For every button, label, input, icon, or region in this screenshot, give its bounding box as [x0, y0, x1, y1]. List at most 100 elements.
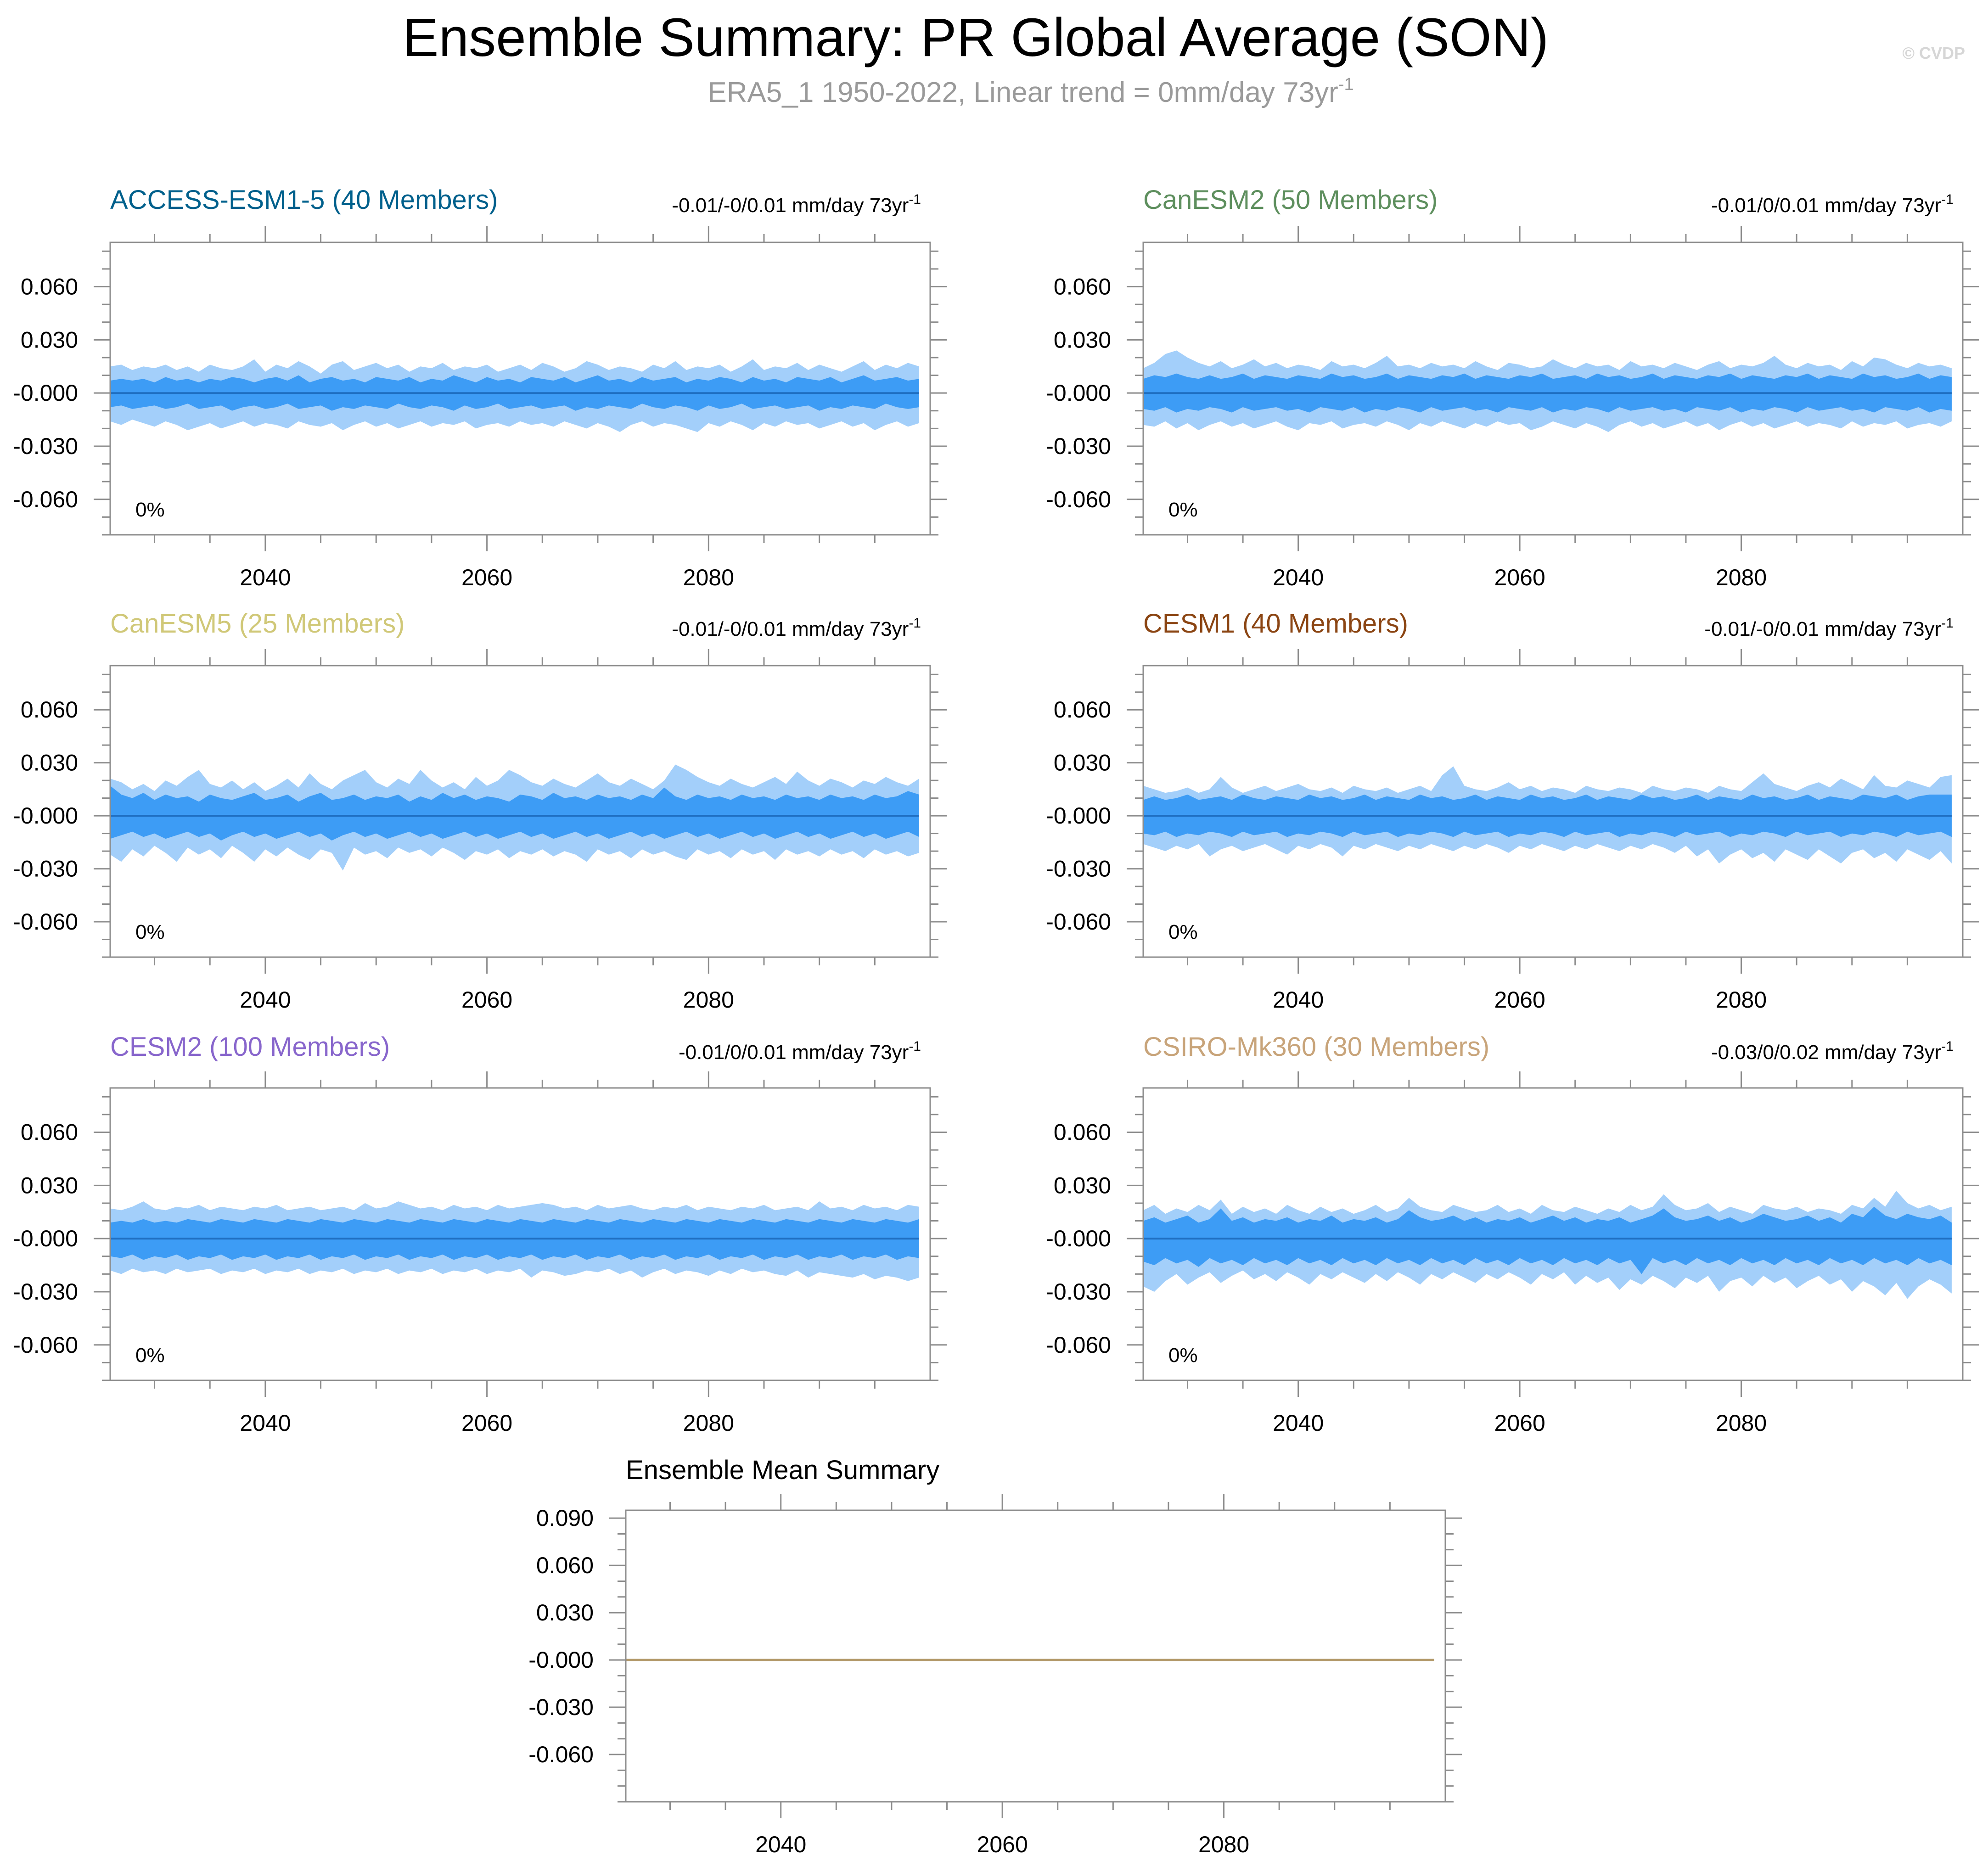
- x-tick-label-canesm5: 2040: [240, 987, 291, 1013]
- x-tick-label-canesm2: 2080: [1716, 565, 1767, 590]
- trend-text-cesm1: -0.01/-0/0.01 mm/day 73yr: [1704, 618, 1941, 640]
- percent-label-cesm2: 0%: [135, 1344, 165, 1367]
- y-tick-label-canesm5: 0.060: [21, 697, 78, 723]
- x-tick-label-mean: 2060: [977, 1832, 1028, 1857]
- y-tick-label-cesm2: -0.030: [13, 1279, 78, 1305]
- y-tick-label-canesm2: 0.060: [1054, 274, 1111, 300]
- panel-title-canesm5: CanESM5 (25 Members): [110, 609, 404, 639]
- x-tick-label-access: 2080: [683, 565, 734, 590]
- figure-subtitle-superscript: -1: [1338, 75, 1354, 94]
- y-tick-label-access: -0.030: [13, 433, 78, 459]
- y-tick-label-canesm2: -0.060: [1046, 487, 1111, 512]
- panel-cesm1: CESM1 (40 Members) -0.01/-0/0.01 mm/day 7…: [1046, 609, 1979, 1013]
- y-tick-label-mean: -0.000: [528, 1647, 594, 1673]
- y-tick-label-canesm5: 0.030: [21, 750, 78, 776]
- y-tick-label-cesm1: 0.060: [1054, 697, 1111, 723]
- plot-frame-canesm2: [1142, 241, 1964, 536]
- panels-group: ACCESS-ESM1-5 (40 Members) -0.01/-0/0.01 …: [13, 185, 1979, 1857]
- figure-subtitle: ERA5_1 1950-2022, Linear trend = 0mm/day…: [708, 75, 1353, 108]
- percent-label-csiro: 0%: [1168, 1344, 1198, 1367]
- trend-label-canesm2: -0.01/0/0.01 mm/day 73yr-1: [1711, 192, 1954, 217]
- x-tick-label-csiro: 2040: [1273, 1410, 1324, 1436]
- percent-label-canesm2: 0%: [1168, 499, 1198, 521]
- trend-text-access: -0.01/-0/0.01 mm/day 73yr: [672, 194, 909, 217]
- y-tick-label-cesm2: -0.060: [13, 1332, 78, 1358]
- x-tick-label-cesm1: 2040: [1273, 987, 1324, 1013]
- panel-title-access: ACCESS-ESM1-5 (40 Members): [110, 185, 498, 215]
- y-tick-label-mean: -0.030: [528, 1694, 594, 1720]
- x-tick-label-cesm2: 2060: [461, 1410, 512, 1436]
- x-tick-label-csiro: 2060: [1494, 1410, 1545, 1436]
- y-tick-label-mean: 0.090: [536, 1505, 594, 1531]
- trend-sup-canesm5: -1: [909, 616, 921, 631]
- x-tick-label-canesm2: 2060: [1494, 565, 1545, 590]
- panel-title-canesm2: CanESM2 (50 Members): [1143, 185, 1438, 215]
- panel-cesm2: CESM2 (100 Members) -0.01/0/0.01 mm/day 7…: [13, 1032, 947, 1436]
- x-tick-label-mean: 2040: [755, 1832, 806, 1857]
- panel-mean: Ensemble Mean Summary 2040 2060 2080 0.090 0.…: [528, 1455, 1462, 1857]
- x-tick-label-cesm1: 2060: [1494, 987, 1545, 1013]
- plot-frame-cesm1: [1142, 665, 1964, 958]
- x-tick-label-access: 2060: [461, 565, 512, 590]
- y-tick-label-access: -0.000: [13, 380, 78, 406]
- percent-label-access: 0%: [135, 499, 165, 521]
- panel-title-csiro: CSIRO-Mk360 (30 Members): [1143, 1032, 1489, 1062]
- y-tick-label-cesm1: 0.030: [1054, 750, 1111, 776]
- y-tick-label-canesm2: -0.030: [1046, 433, 1111, 459]
- y-tick-label-canesm5: -0.060: [13, 909, 78, 935]
- panel-title-mean: Ensemble Mean Summary: [626, 1455, 939, 1485]
- trend-text-csiro: -0.03/0/0.02 mm/day 73yr: [1711, 1041, 1941, 1064]
- panel-csiro: CSIRO-Mk360 (30 Members) -0.03/0/0.02 mm/…: [1046, 1032, 1979, 1436]
- y-tick-label-csiro: -0.060: [1046, 1332, 1111, 1358]
- panel-title-cesm2: CESM2 (100 Members): [110, 1032, 390, 1062]
- y-tick-label-mean: 0.030: [536, 1600, 594, 1625]
- y-tick-label-access: 0.030: [21, 327, 78, 353]
- y-tick-label-canesm2: 0.030: [1054, 327, 1111, 353]
- y-tick-label-cesm1: -0.030: [1046, 856, 1111, 882]
- y-tick-label-cesm2: -0.000: [13, 1226, 78, 1251]
- trend-sup-csiro: -1: [1941, 1039, 1954, 1054]
- trend-sup-cesm1: -1: [1941, 616, 1954, 631]
- trend-text-canesm5: -0.01/-0/0.01 mm/day 73yr: [672, 618, 909, 640]
- panel-canesm5: CanESM5 (25 Members) -0.01/-0/0.01 mm/day…: [13, 609, 947, 1013]
- copyright-label: © CVDP: [1902, 44, 1965, 62]
- trend-label-cesm1: -0.01/-0/0.01 mm/day 73yr-1: [1704, 616, 1954, 640]
- trend-text-canesm2: -0.01/0/0.01 mm/day 73yr: [1711, 194, 1941, 217]
- y-tick-label-cesm2: 0.030: [21, 1172, 78, 1198]
- inner-band-canesm5: [110, 785, 919, 841]
- figure-title: Ensemble Summary: PR Global Average (SON…: [403, 7, 1549, 68]
- x-tick-label-canesm2: 2040: [1273, 565, 1324, 590]
- y-tick-label-csiro: 0.030: [1054, 1172, 1111, 1198]
- x-tick-label-canesm5: 2060: [461, 987, 512, 1013]
- y-tick-label-csiro: -0.030: [1046, 1279, 1111, 1305]
- trend-label-csiro: -0.03/0/0.02 mm/day 73yr-1: [1711, 1039, 1954, 1064]
- trend-label-access: -0.01/-0/0.01 mm/day 73yr-1: [672, 192, 921, 217]
- trend-label-cesm2: -0.01/0/0.01 mm/day 73yr-1: [679, 1039, 921, 1064]
- percent-label-canesm5: 0%: [135, 921, 165, 943]
- x-tick-label-cesm1: 2080: [1716, 987, 1767, 1013]
- y-tick-label-canesm5: -0.030: [13, 856, 78, 882]
- plot-frame-mean: [625, 1509, 1446, 1803]
- y-tick-label-csiro: 0.060: [1054, 1120, 1111, 1145]
- y-tick-label-csiro: -0.000: [1046, 1226, 1111, 1251]
- y-tick-label-cesm2: 0.060: [21, 1120, 78, 1145]
- trend-text-cesm2: -0.01/0/0.01 mm/day 73yr: [679, 1041, 909, 1064]
- trend-sup-access: -1: [909, 192, 921, 207]
- plot-frame-canesm5: [109, 665, 931, 958]
- plot-frame-cesm2: [109, 1087, 931, 1381]
- panel-title-cesm1: CESM1 (40 Members): [1143, 609, 1408, 639]
- x-tick-label-cesm2: 2080: [683, 1410, 734, 1436]
- y-tick-label-cesm1: -0.000: [1046, 803, 1111, 829]
- trend-label-canesm5: -0.01/-0/0.01 mm/day 73yr-1: [672, 616, 921, 640]
- x-tick-label-csiro: 2080: [1716, 1410, 1767, 1436]
- percent-label-cesm1: 0%: [1168, 921, 1198, 943]
- trend-sup-canesm2: -1: [1941, 192, 1954, 207]
- x-tick-label-canesm5: 2080: [683, 987, 734, 1013]
- panel-access: ACCESS-ESM1-5 (40 Members) -0.01/-0/0.01 …: [13, 185, 947, 590]
- panel-canesm2: CanESM2 (50 Members) -0.01/0/0.01 mm/day …: [1046, 185, 1979, 590]
- x-tick-label-access: 2040: [240, 565, 291, 590]
- plot-frame-csiro: [1142, 1087, 1964, 1381]
- trend-sup-cesm2: -1: [909, 1039, 921, 1054]
- y-tick-label-cesm1: -0.060: [1046, 909, 1111, 935]
